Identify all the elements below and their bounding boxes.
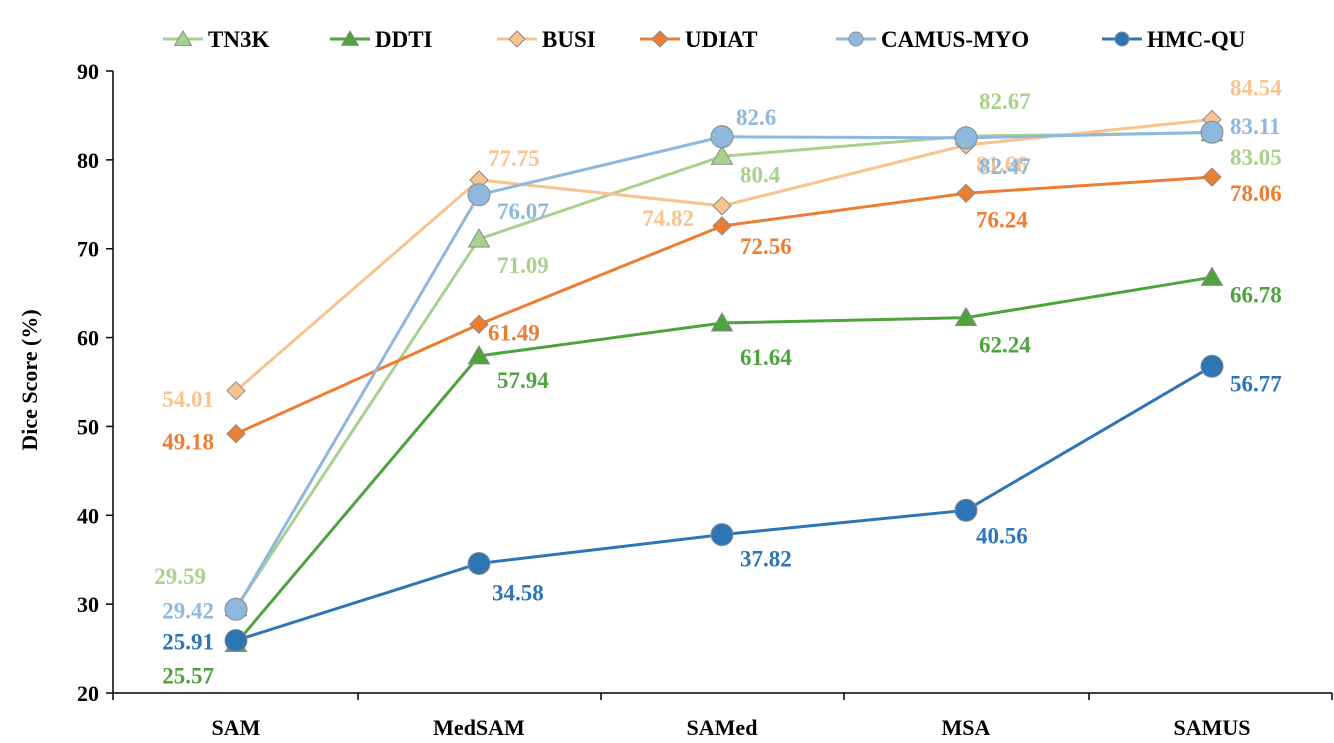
data-point bbox=[467, 228, 491, 248]
series-line bbox=[235, 175, 1213, 436]
data-label: 66.78 bbox=[1230, 282, 1282, 307]
data-point bbox=[954, 498, 978, 522]
data-label: 29.42 bbox=[162, 598, 214, 623]
y-tick-label: 80 bbox=[77, 148, 99, 173]
legend-marker bbox=[173, 30, 193, 46]
legend-label: TN3K bbox=[208, 27, 269, 52]
data-point bbox=[954, 306, 978, 327]
data-point bbox=[1200, 266, 1224, 286]
legend-label: BUSI bbox=[542, 27, 596, 52]
data-label: 71.09 bbox=[497, 253, 549, 278]
data-point bbox=[467, 551, 491, 575]
data-label: 82.6 bbox=[736, 105, 776, 130]
data-label: 61.49 bbox=[488, 320, 540, 345]
series-ddti bbox=[224, 266, 1224, 653]
legend-marker bbox=[651, 30, 669, 48]
data-point bbox=[467, 183, 491, 207]
legend-marker bbox=[848, 31, 864, 47]
series-camus-myo bbox=[224, 120, 1224, 621]
x-category-label: SAM bbox=[212, 715, 261, 740]
data-label: 34.58 bbox=[492, 580, 544, 605]
series-lines bbox=[224, 109, 1224, 653]
data-label: 56.77 bbox=[1230, 371, 1282, 396]
data-point bbox=[226, 424, 246, 444]
series-udiat bbox=[226, 167, 1222, 444]
data-label: 80.4 bbox=[740, 162, 781, 187]
data-point bbox=[710, 523, 734, 547]
data-point bbox=[469, 314, 489, 335]
y-tick-label: 60 bbox=[77, 326, 99, 351]
series-line bbox=[234, 275, 1213, 645]
data-point bbox=[712, 216, 732, 236]
data-label: 62.24 bbox=[979, 333, 1031, 358]
data-label: 54.01 bbox=[162, 387, 214, 412]
legend-marker bbox=[508, 30, 526, 48]
y-axis-title: Dice Score (%) bbox=[17, 309, 42, 450]
data-label: 82.67 bbox=[979, 89, 1031, 114]
data-point bbox=[224, 597, 248, 621]
y-tick-label: 40 bbox=[77, 503, 99, 528]
legend-label: UDIAT bbox=[685, 27, 757, 52]
data-label: 76.07 bbox=[497, 199, 549, 224]
x-category-label: SAMUS bbox=[1173, 715, 1250, 740]
data-point bbox=[224, 628, 248, 652]
legend-label: HMC-QU bbox=[1147, 27, 1246, 52]
y-tick-label: 30 bbox=[77, 592, 99, 617]
data-label: 76.24 bbox=[976, 207, 1028, 232]
data-point bbox=[226, 381, 246, 401]
data-label: 29.59 bbox=[154, 564, 206, 589]
x-category-label: MedSAM bbox=[433, 715, 525, 740]
data-point bbox=[467, 344, 491, 365]
data-label: 37.82 bbox=[740, 547, 792, 572]
data-label: 83.05 bbox=[1230, 145, 1282, 170]
data-label: 40.56 bbox=[976, 523, 1028, 548]
legend-marker bbox=[1114, 31, 1130, 47]
data-point bbox=[710, 125, 734, 149]
data-point bbox=[712, 196, 732, 216]
data-label: 82.47 bbox=[979, 154, 1031, 179]
data-label: 84.54 bbox=[1230, 76, 1282, 101]
data-label: 49.18 bbox=[162, 430, 214, 455]
legend: TN3K DDTI BUSI UDIAT CAMUS-MYO HMC-QU bbox=[163, 27, 1246, 52]
data-point bbox=[1202, 167, 1222, 187]
series-line bbox=[235, 364, 1213, 642]
data-point bbox=[710, 312, 734, 332]
y-tick-label: 70 bbox=[77, 237, 99, 262]
data-point bbox=[956, 183, 976, 203]
data-label: 77.75 bbox=[488, 146, 540, 171]
data-point bbox=[1200, 120, 1224, 144]
y-tick-label: 50 bbox=[77, 414, 99, 439]
data-point bbox=[954, 126, 978, 150]
x-category-label: SAMed bbox=[687, 715, 758, 740]
data-point bbox=[1200, 354, 1224, 378]
y-tick-label: 20 bbox=[77, 681, 99, 706]
data-labels: 29.59 71.09 80.4 82.67 83.05 25.57 57.94 61.64 6… bbox=[154, 76, 1282, 689]
data-label: 78.06 bbox=[1230, 181, 1282, 206]
axes: 20 30 40 50 60 70 80 90 SAM MedSAM SAMed MSA SAMUS bbox=[77, 59, 1333, 740]
legend-label: DDTI bbox=[375, 27, 433, 52]
data-point bbox=[710, 145, 734, 165]
data-label: 72.56 bbox=[740, 234, 792, 259]
data-label: 81.66 bbox=[976, 152, 1028, 177]
data-label: 61.64 bbox=[740, 345, 792, 370]
x-category-label: MSA bbox=[942, 715, 991, 740]
data-label: 25.57 bbox=[162, 664, 214, 689]
data-label: 74.82 bbox=[642, 206, 694, 231]
legend-marker bbox=[340, 30, 360, 46]
legend-label: CAMUS-MYO bbox=[881, 27, 1029, 52]
series-hmc-qu bbox=[224, 354, 1224, 652]
data-label: 25.91 bbox=[162, 629, 214, 654]
data-label: 83.11 bbox=[1230, 114, 1280, 139]
y-tick-label: 90 bbox=[77, 59, 99, 84]
data-label: 57.94 bbox=[497, 368, 549, 393]
